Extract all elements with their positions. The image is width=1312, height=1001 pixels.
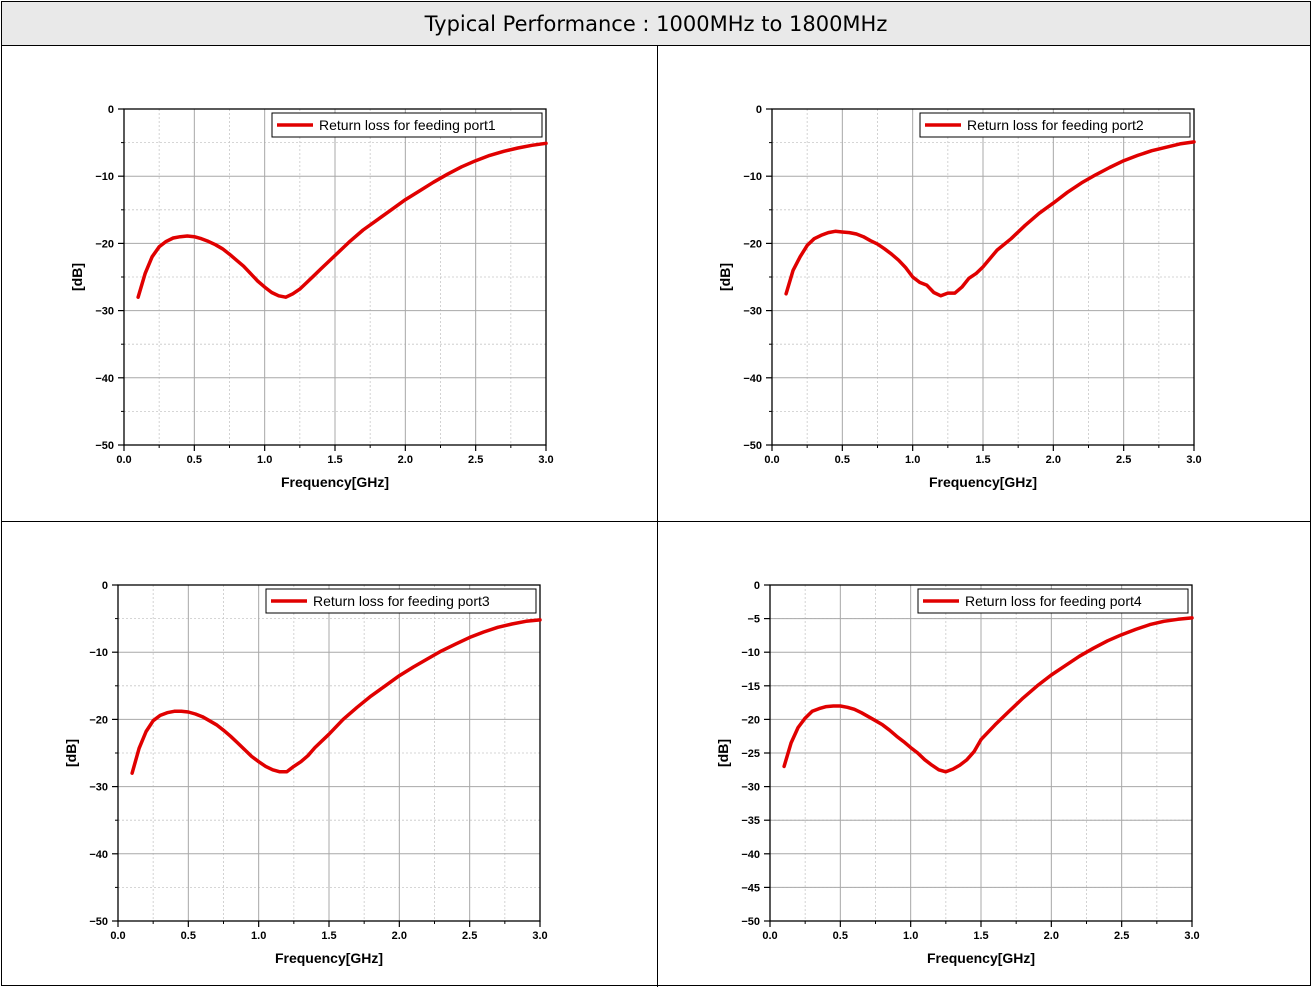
chart-2-x-tick-label: 1.0 (905, 454, 920, 466)
chart-3-x-tick-label: 1.0 (251, 930, 266, 942)
chart-3-y-tick-label: −40 (89, 849, 108, 861)
chart-4-x-tick-label: 1.0 (903, 930, 918, 942)
chart-4-series-line (782, 616, 1194, 774)
chart-3-legend-box (265, 588, 537, 614)
chart-1-series-line (136, 141, 548, 299)
chart-4-y-tick-label: −45 (741, 882, 760, 894)
chart-4-y-tick-label: −40 (741, 849, 760, 861)
chart-2-x-tick-label: 2.5 (1116, 454, 1131, 466)
chart-3-x-tick-label: 1.5 (321, 930, 336, 942)
chart-1-x-tick-label: 3.0 (538, 454, 553, 466)
chart-4-y-tick-label: −20 (741, 714, 760, 726)
chart-4-legend-label: Return loss for feeding port4 (965, 593, 1142, 609)
chart-3-y-tick-label: −10 (89, 647, 108, 659)
chart-3-x-tick-label: 2.5 (462, 930, 477, 942)
chart-2-y-tick-label: −30 (743, 306, 762, 318)
chart-3-x-tick-label: 3.0 (532, 930, 547, 942)
chart-3-series-line (130, 618, 542, 775)
chart-2-x-tick-label: 3.0 (1186, 454, 1201, 466)
chart-4-legend-box (917, 588, 1189, 614)
chart-1-y-tick-label: −40 (95, 373, 114, 385)
chart-2-legend-box (919, 112, 1191, 138)
chart-1-legend-box (271, 112, 543, 138)
chart-4-x-tick-label: 0.5 (833, 930, 848, 942)
chart-4-y-tick-label: 0 (754, 580, 760, 592)
chart-4-x-axis-title: Frequency[GHz] (927, 950, 1035, 966)
chart-4-x-tick-label: 1.5 (973, 930, 988, 942)
chart-1-x-tick-label: 1.5 (327, 454, 342, 466)
chart-2-x-tick-label: 1.5 (975, 454, 990, 466)
chart-1-y-tick-label: 0 (108, 104, 114, 116)
chart-3-x-tick-label: 2.0 (392, 930, 407, 942)
cell-divider-horizontal (2, 521, 1310, 522)
chart-3-x-axis-title: Frequency[GHz] (275, 950, 383, 966)
chart-4-y-tick-label: −5 (747, 614, 760, 626)
header-bar: Typical Performance : 1000MHz to 1800MHz (2, 2, 1310, 46)
chart-port1-svg: 0.0 0.5 1.0 1.5 2.0 2.5 3.0 0 −10 −20 −30 −40 −50 Fre… (69, 104, 554, 490)
chart-1-x-tick-label: 2.0 (398, 454, 413, 466)
chart-3-y-tick-label: −50 (89, 916, 108, 928)
chart-3-x-tick-label: 0.5 (181, 930, 196, 942)
chart-port4-svg: 0.0 0.5 1.0 1.5 2.0 2.5 3.0 0 −5 −10 −15 −20 −25 −30 −… (715, 580, 1200, 966)
chart-port2: 0.0 0.5 1.0 1.5 2.0 2.5 3.0 0 −10 −20 −30 −40 −50 Fre… (660, 50, 1300, 520)
chart-3-x-tick-label: 0.0 (110, 930, 125, 942)
chart-1-y-tick-label: −20 (95, 238, 114, 250)
chart-2-x-tick-label: 0.0 (764, 454, 779, 466)
chart-4-x-tick-label: 2.5 (1114, 930, 1129, 942)
chart-1-x-tick-label: 0.5 (187, 454, 202, 466)
chart-4-y-tick-label: −50 (741, 916, 760, 928)
chart-2-y-tick-label: −50 (743, 440, 762, 452)
chart-3-y-tick-label: −30 (89, 782, 108, 794)
chart-2-series-line (784, 140, 1196, 298)
chart-3-y-tick-label: −20 (89, 714, 108, 726)
chart-1-y-tick-label: −50 (95, 440, 114, 452)
chart-3-y-axis-title: [dB] (63, 739, 79, 767)
chart-1-x-tick-label: 1.0 (257, 454, 272, 466)
chart-port3: 0.0 0.5 1.0 1.5 2.0 2.5 3.0 0 −10 −20 −30 −40 −50 Fre… (6, 526, 646, 996)
chart-2-y-tick-label: −10 (743, 171, 762, 183)
chart-2-x-tick-label: 2.0 (1046, 454, 1061, 466)
chart-port3-svg: 0.0 0.5 1.0 1.5 2.0 2.5 3.0 0 −10 −20 −30 −40 −50 Fre… (63, 580, 548, 966)
chart-4-x-tick-label: 3.0 (1184, 930, 1199, 942)
chart-1-y-tick-label: −10 (95, 171, 114, 183)
chart-2-y-tick-label: −20 (743, 238, 762, 250)
chart-port4: 0.0 0.5 1.0 1.5 2.0 2.5 3.0 0 −5 −10 −15 −20 −25 −30 −… (658, 526, 1298, 996)
chart-1-legend-label: Return loss for feeding port1 (319, 117, 496, 133)
chart-3-y-tick-label: 0 (102, 580, 108, 592)
page-title: Typical Performance : 1000MHz to 1800MHz (424, 11, 888, 36)
chart-1-x-tick-label: 2.5 (468, 454, 483, 466)
chart-4-y-tick-label: −35 (741, 815, 760, 827)
chart-2-y-tick-label: 0 (756, 104, 762, 116)
chart-4-y-tick-label: −15 (741, 681, 760, 693)
chart-port2-svg: 0.0 0.5 1.0 1.5 2.0 2.5 3.0 0 −10 −20 −30 −40 −50 Fre… (717, 104, 1202, 490)
chart-4-y-tick-label: −30 (741, 782, 760, 794)
chart-2-x-tick-label: 0.5 (835, 454, 850, 466)
chart-2-y-tick-label: −40 (743, 373, 762, 385)
chart-4-y-tick-label: −10 (741, 647, 760, 659)
chart-1-x-tick-label: 0.0 (116, 454, 131, 466)
chart-2-legend-label: Return loss for feeding port2 (967, 117, 1144, 133)
chart-1-x-axis-title: Frequency[GHz] (281, 474, 389, 490)
chart-4-x-tick-label: 0.0 (762, 930, 777, 942)
chart-2-x-axis-title: Frequency[GHz] (929, 474, 1037, 490)
chart-1-y-axis-title: [dB] (69, 263, 85, 291)
chart-2-y-axis-title: [dB] (717, 263, 733, 291)
chart-4-x-tick-label: 2.0 (1044, 930, 1059, 942)
chart-4-y-tick-label: −25 (741, 748, 760, 760)
chart-port1: 0.0 0.5 1.0 1.5 2.0 2.5 3.0 0 −10 −20 −30 −40 −50 Fre… (12, 50, 652, 520)
cell-divider-vertical (657, 46, 658, 987)
chart-1-y-tick-label: −30 (95, 306, 114, 318)
chart-4-y-axis-title: [dB] (715, 739, 731, 767)
chart-3-legend-label: Return loss for feeding port3 (313, 593, 490, 609)
